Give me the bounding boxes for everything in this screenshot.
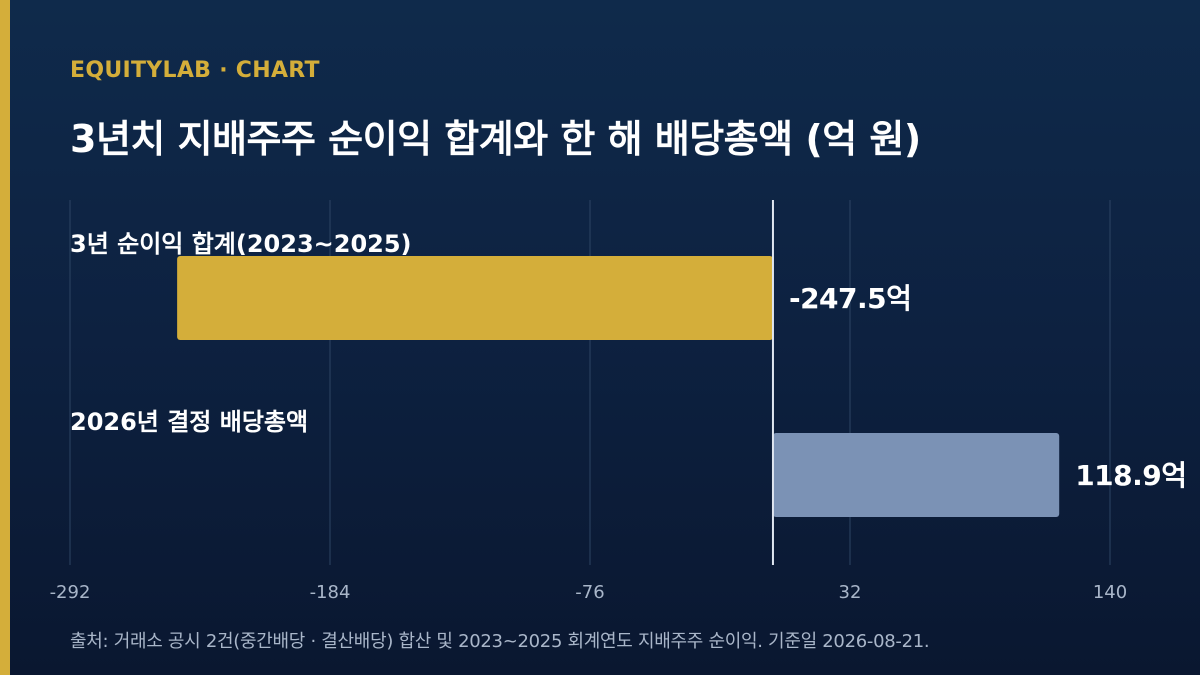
value-label: -247.5억	[789, 282, 911, 315]
x-axis-ticks: -292 -184 -76 32 140	[50, 582, 1128, 603]
bars	[177, 256, 1060, 517]
x-tick-label: -76	[575, 582, 604, 603]
source-note: 출처: 거래소 공시 2건(중간배당 · 결산배당) 합산 및 2023~202…	[70, 631, 930, 652]
category-label: 2026년 결정 배당총액	[70, 408, 308, 436]
x-tick-label: -292	[50, 582, 91, 603]
bar	[177, 256, 773, 340]
brand-label: EQUITYLAB · CHART	[70, 58, 320, 83]
x-tick-label: -184	[310, 582, 351, 603]
x-tick-label: 140	[1093, 582, 1127, 603]
category-label: 3년 순이익 합계(2023~2025)	[70, 230, 412, 258]
chart-title: 3년치 지배주주 순이익 합계와 한 해 배당총액 (억 원)	[70, 117, 921, 161]
value-label: 118.9억	[1075, 459, 1186, 492]
accent-bar	[0, 0, 10, 675]
x-tick-label: 32	[839, 582, 862, 603]
labels: 3년 순이익 합계(2023~2025) -247.5억 2026년 결정 배당총액…	[70, 230, 1187, 492]
bar	[772, 433, 1060, 517]
